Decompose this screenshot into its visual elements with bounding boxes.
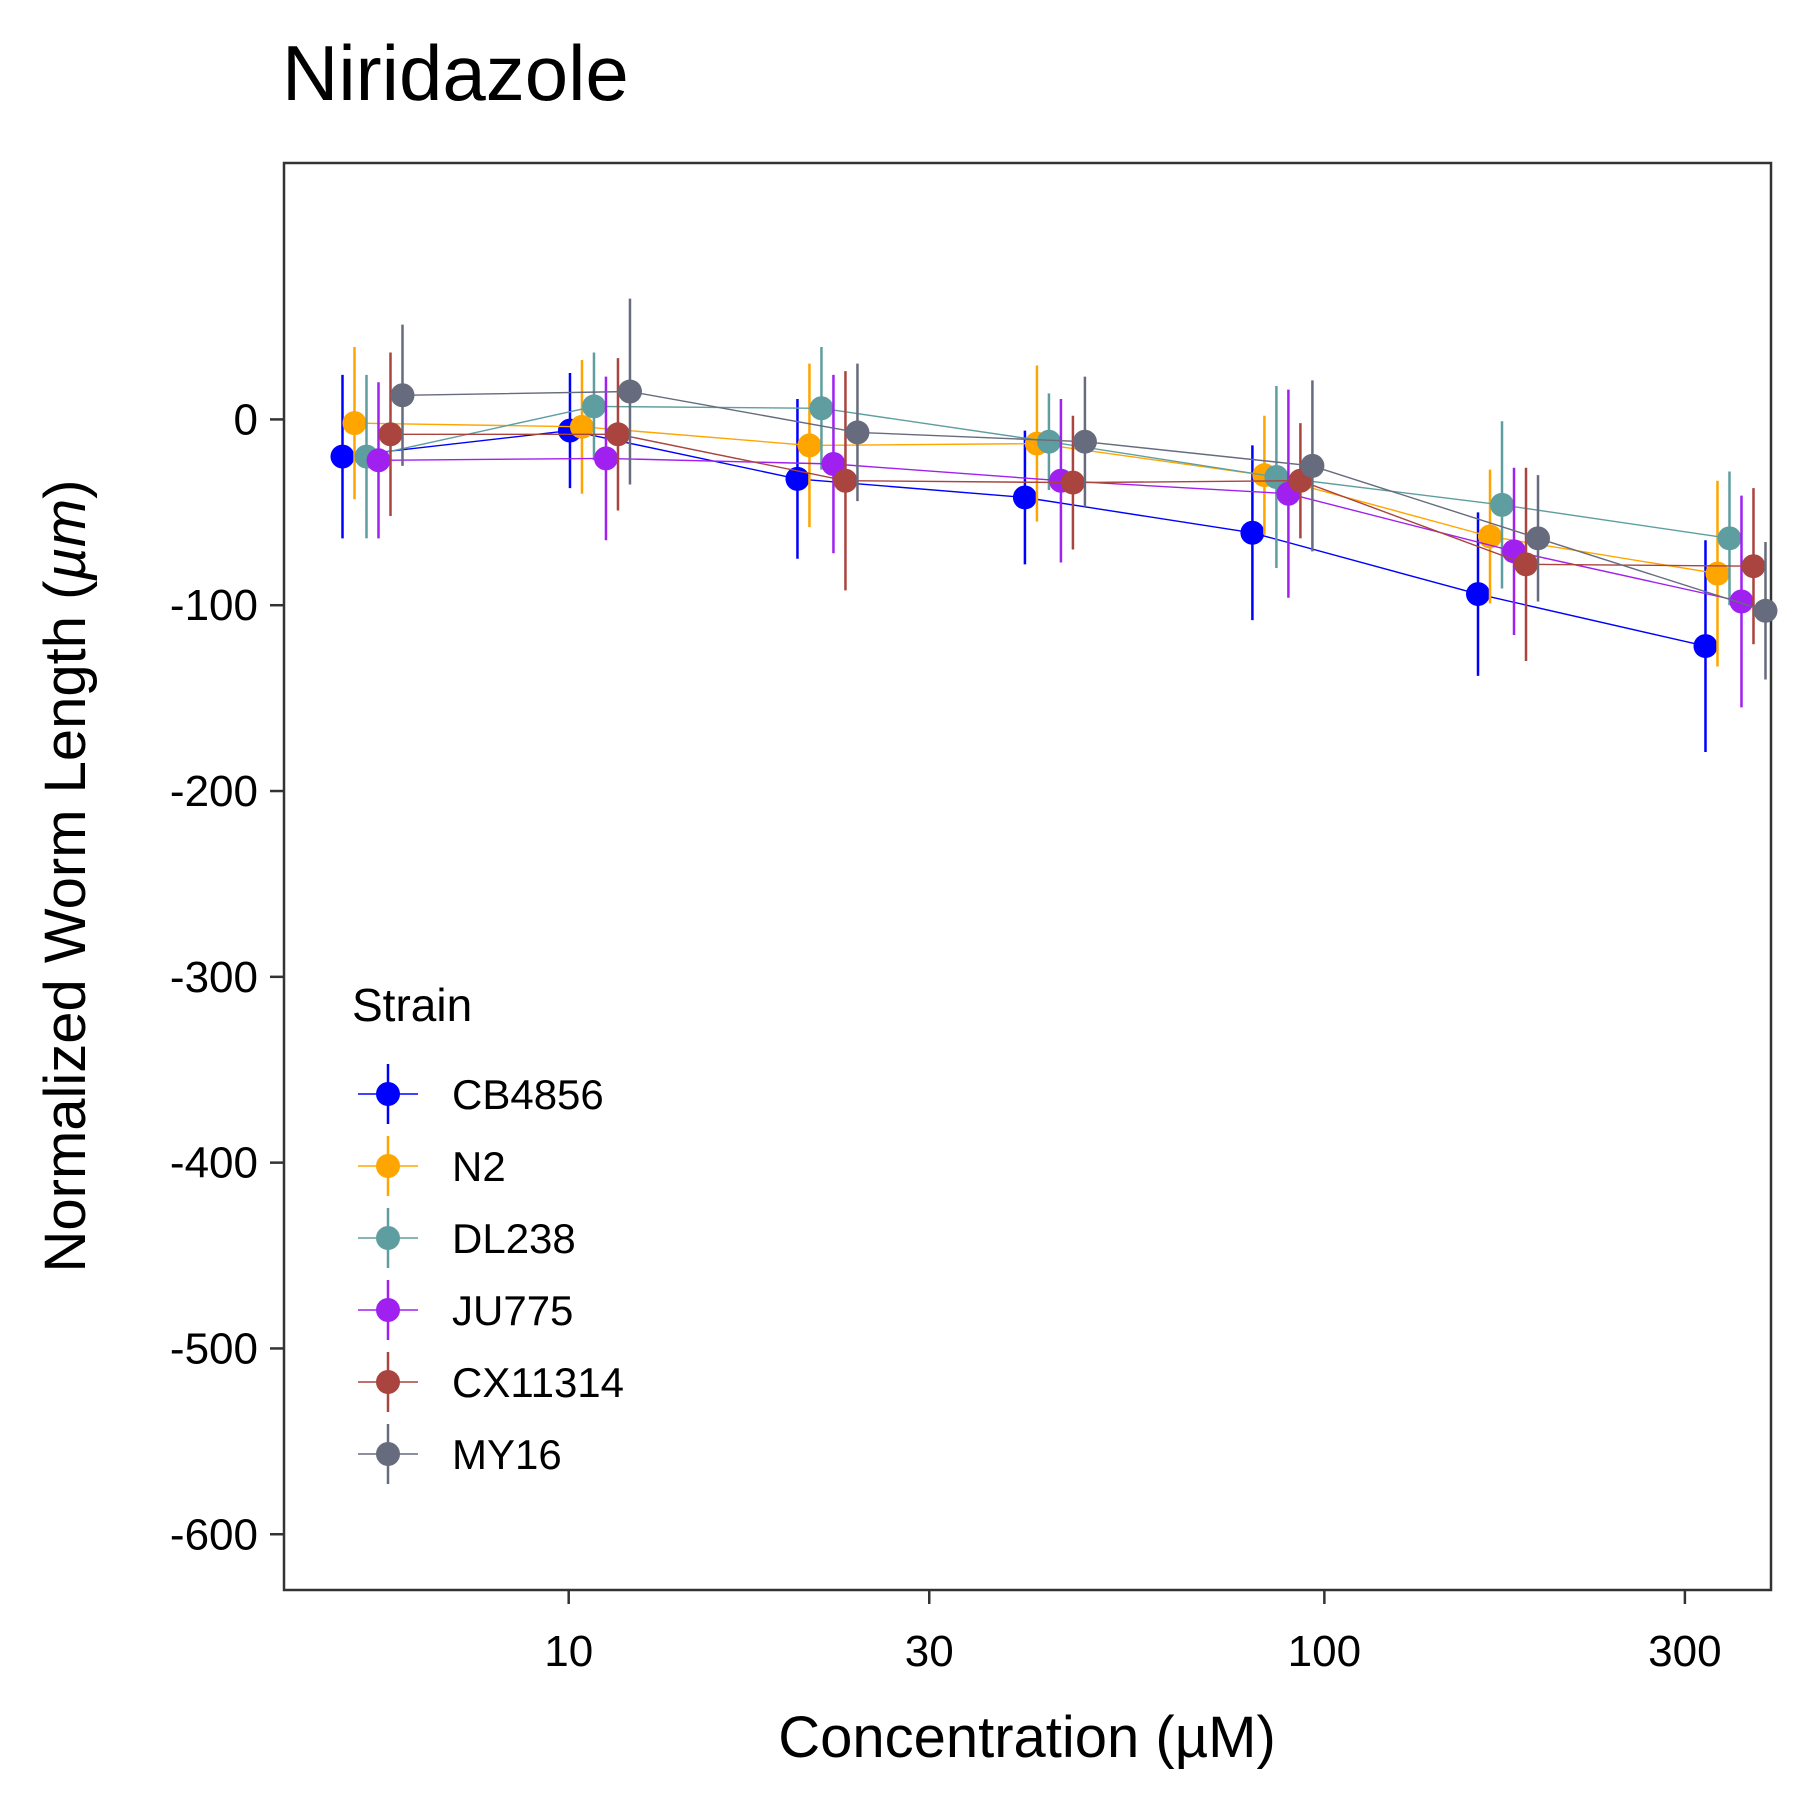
legend-label: CX11314 (452, 1359, 624, 1406)
data-point (378, 422, 403, 447)
data-point (342, 411, 367, 436)
data-point (1729, 589, 1754, 614)
data-series-layer (330, 298, 1778, 753)
legend-label: JU775 (452, 1287, 573, 1334)
x-tick-label: 100 (1288, 1627, 1361, 1676)
legend-title: Strain (352, 979, 472, 1031)
data-point (1526, 526, 1551, 551)
data-point (1264, 465, 1289, 490)
data-point (1514, 552, 1539, 577)
y-axis-title-main: Normalized Worm Length ( (33, 581, 98, 1273)
data-point (1036, 429, 1061, 454)
y-tick-label: -200 (170, 767, 258, 816)
y-tick-label: -100 (170, 581, 258, 630)
x-tick-label: 10 (544, 1627, 593, 1676)
legend-key-point (376, 1442, 400, 1466)
x-axis: 10 30 100 300 (544, 1590, 1722, 1676)
data-point (833, 468, 858, 493)
data-point (845, 420, 870, 445)
series-N2 (342, 346, 1730, 667)
data-point (617, 379, 642, 404)
legend-label: CB4856 (452, 1071, 604, 1118)
data-point (785, 466, 810, 491)
data-point (366, 448, 391, 473)
x-tick-label: 300 (1648, 1627, 1721, 1676)
legend: Strain CB4856 N2 DL238 JU775 CX11314 MY16 (352, 979, 624, 1484)
data-point (1705, 561, 1730, 586)
data-point (1060, 470, 1085, 495)
y-tick-label: -300 (170, 953, 258, 1002)
data-point (569, 414, 594, 439)
legend-key-point (376, 1154, 400, 1178)
data-point (809, 396, 834, 421)
legend-item-DL238: DL238 (358, 1208, 576, 1268)
data-point (1490, 492, 1515, 517)
legend-item-N2: N2 (358, 1136, 506, 1196)
y-tick-label: -600 (170, 1510, 258, 1559)
series-JU775 (366, 374, 1754, 708)
legend-label: MY16 (452, 1431, 562, 1478)
legend-key-point (376, 1298, 400, 1322)
data-point (1072, 429, 1097, 454)
legend-items: CB4856 N2 DL238 JU775 CX11314 MY16 (358, 1064, 624, 1484)
chart-title: Niridazole (282, 29, 629, 117)
legend-item-CB4856: CB4856 (358, 1064, 604, 1124)
legend-label: DL238 (452, 1215, 576, 1262)
data-point (605, 422, 630, 447)
series-CB4856 (330, 372, 1718, 753)
data-point (1753, 598, 1778, 623)
data-point (330, 444, 355, 469)
data-point (1300, 453, 1325, 478)
y-tick-label: -400 (170, 1139, 258, 1188)
data-point (1717, 526, 1742, 551)
data-point (821, 452, 846, 477)
x-tick-label: 30 (905, 1627, 954, 1676)
data-point (593, 446, 618, 471)
legend-key-point (376, 1082, 400, 1106)
data-point (1466, 582, 1491, 607)
data-point (1478, 524, 1503, 549)
data-point (1693, 634, 1718, 659)
data-point (1240, 520, 1265, 545)
data-point (797, 433, 822, 458)
y-axis-title: Normalized Worm Length (µm) (33, 479, 98, 1272)
y-axis: 0 -100 -200 -300 -400 -500 -600 (170, 395, 284, 1559)
series-MY16 (390, 298, 1778, 680)
x-axis-title: Concentration (µM) (778, 1705, 1276, 1770)
data-point (581, 394, 606, 419)
plot-panel-border (282, 161, 1773, 1592)
data-point (1741, 554, 1766, 579)
legend-item-CX11314: CX11314 (358, 1352, 624, 1412)
legend-key-point (376, 1226, 400, 1250)
y-axis-title-unit: µm (33, 499, 98, 582)
legend-item-MY16: MY16 (358, 1424, 562, 1484)
data-point (390, 383, 415, 408)
data-point (1012, 485, 1037, 510)
y-tick-label: -500 (170, 1324, 258, 1373)
legend-label: N2 (452, 1143, 506, 1190)
y-axis-title-close: ) (33, 479, 98, 498)
y-tick-label: 0 (234, 395, 258, 444)
series-CX11314 (378, 352, 1766, 661)
legend-key-point (376, 1370, 400, 1394)
legend-item-JU775: JU775 (358, 1280, 573, 1340)
